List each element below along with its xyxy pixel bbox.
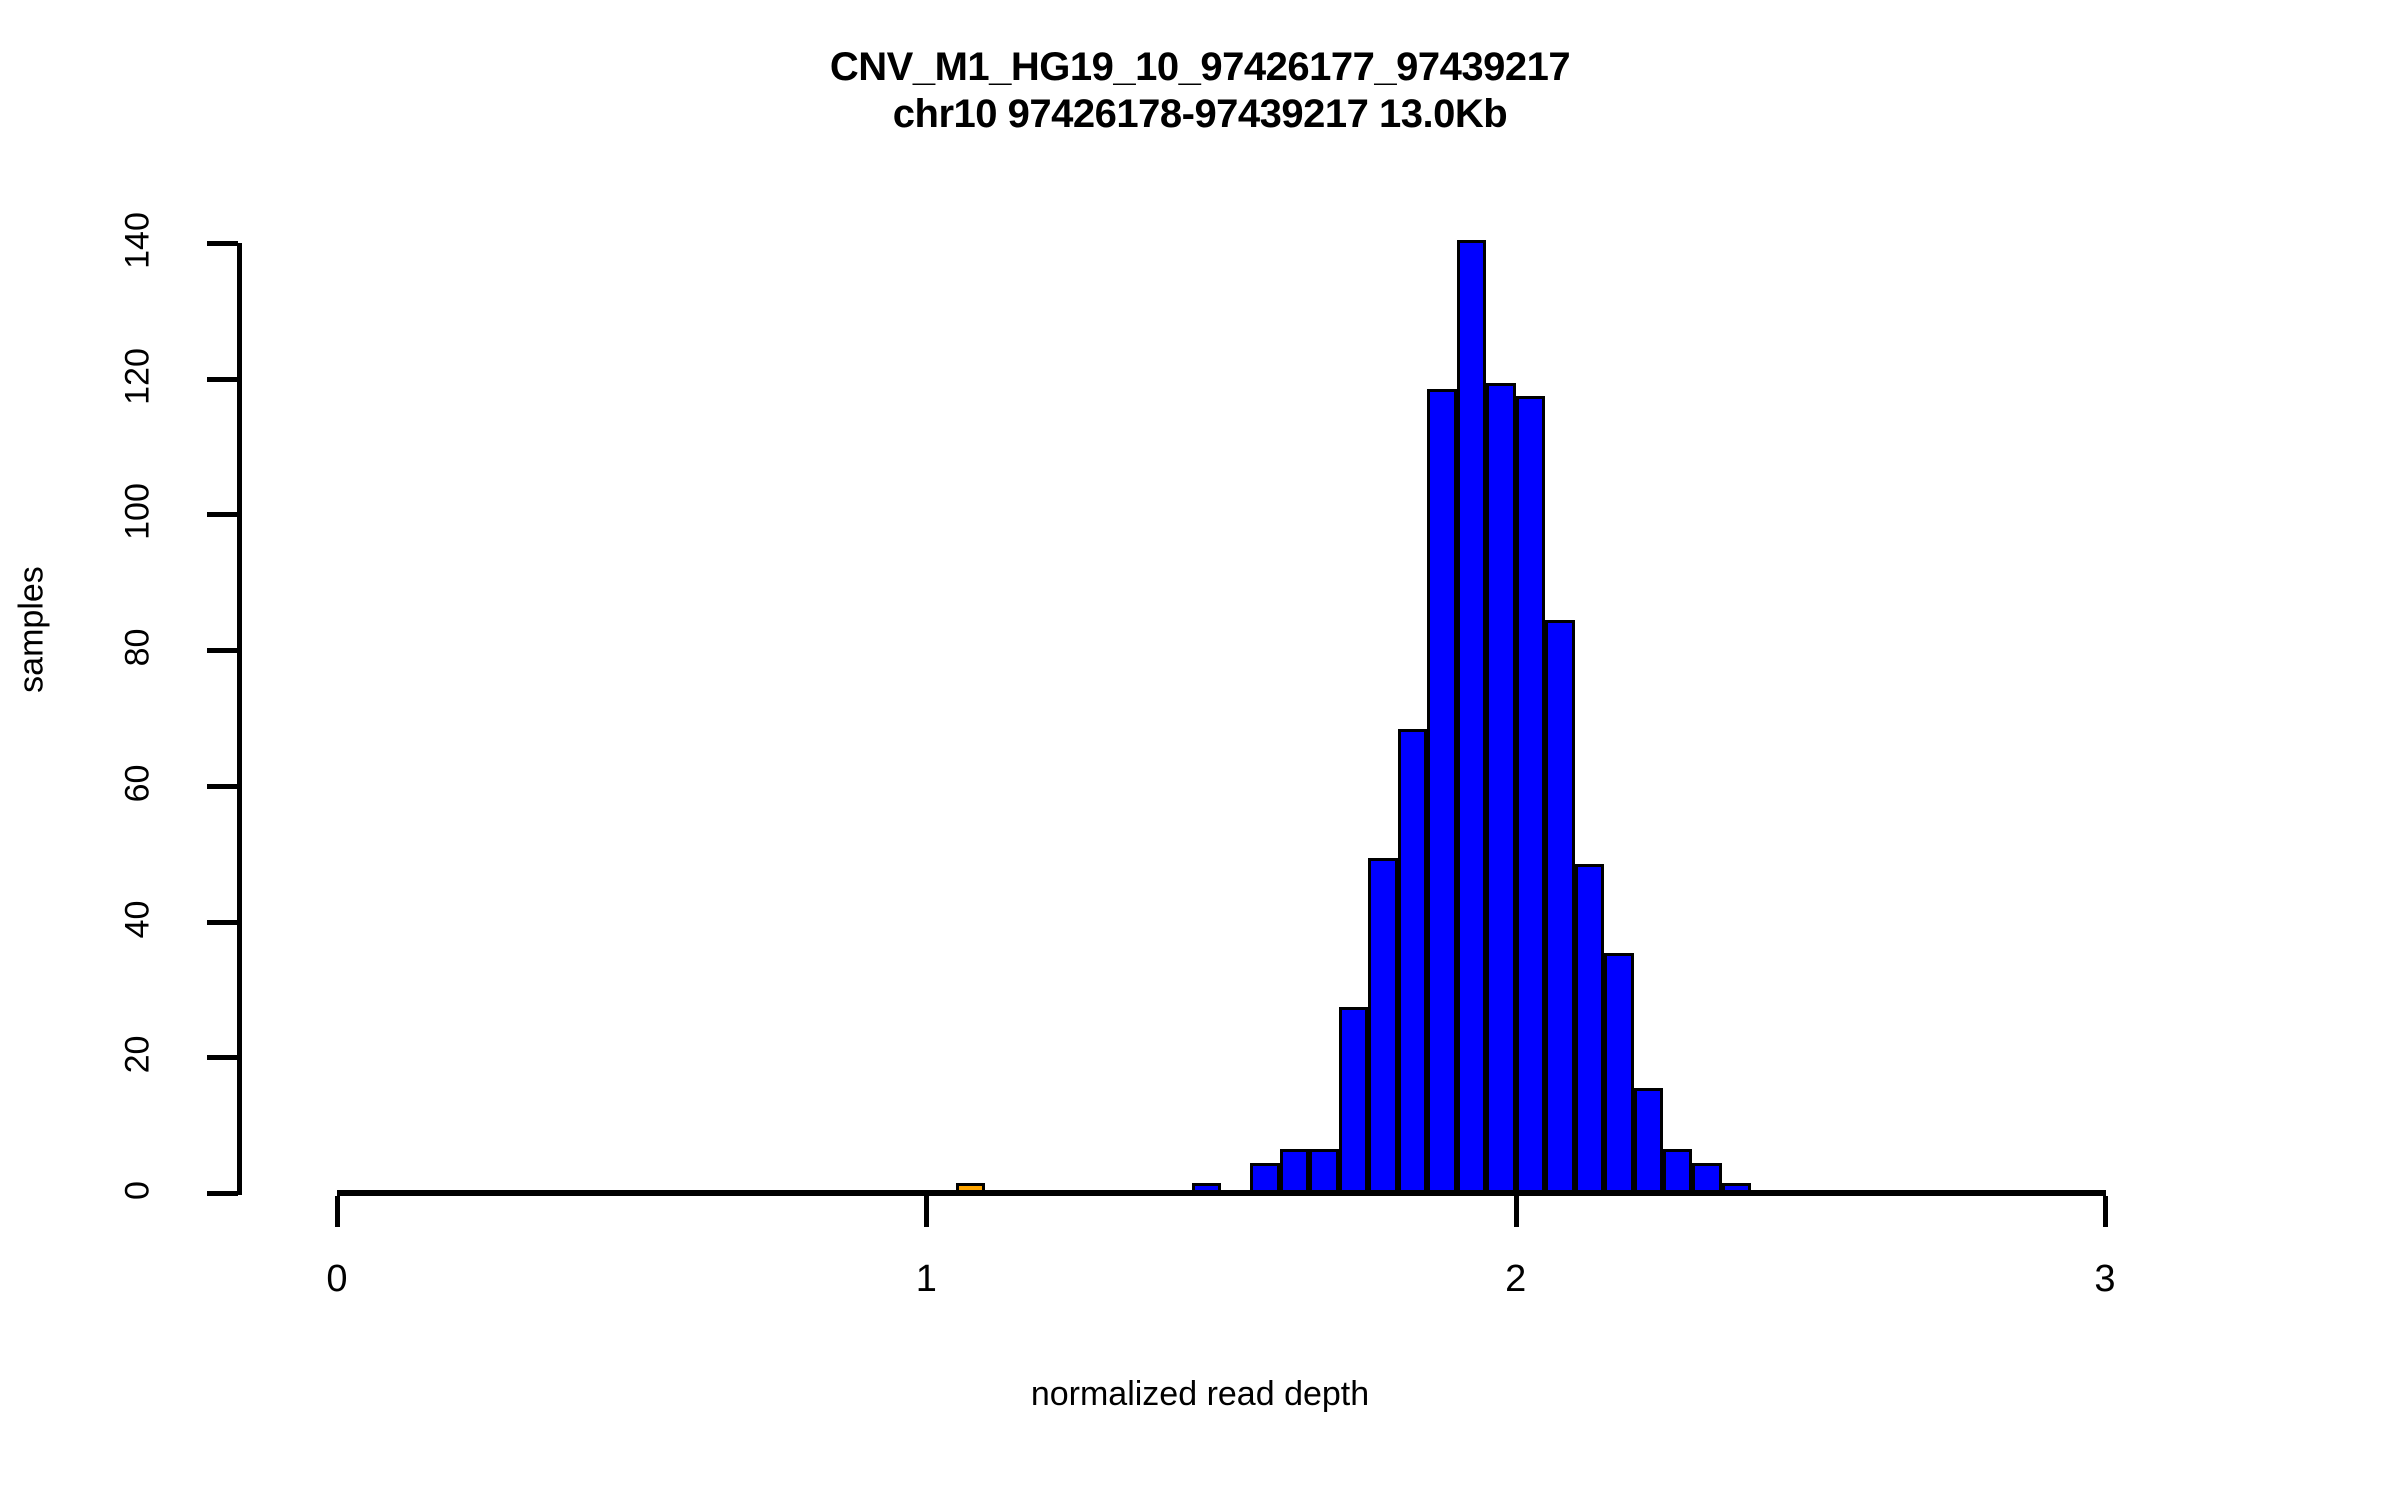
y-tick-40 xyxy=(207,919,238,925)
y-tick-20 xyxy=(207,1055,238,1061)
title-line-1: CNV_M1_HG19_10_97426177_97439217 xyxy=(829,45,1571,89)
histogram-bar xyxy=(1191,1183,1221,1194)
y-tick-label-60: 60 xyxy=(118,764,157,803)
y-tick-0 xyxy=(207,1191,238,1196)
x-tick-label-0: 0 xyxy=(326,1258,348,1300)
y-tick-label-100: 100 xyxy=(118,483,157,541)
histogram-bar xyxy=(1692,1162,1722,1193)
x-tick-2 xyxy=(1513,1196,1519,1227)
title-line-2: chr10 97426178-97439217 13.0Kb xyxy=(892,92,1508,137)
histogram-bar xyxy=(1250,1162,1280,1193)
y-tick-label-80: 80 xyxy=(118,628,157,667)
y-tick-60 xyxy=(207,783,238,789)
y-tick-label-140: 140 xyxy=(118,212,157,269)
y-tick-label-0: 0 xyxy=(118,1181,157,1200)
y-tick-120 xyxy=(207,376,238,382)
x-tick-0 xyxy=(335,1196,340,1227)
y-tick-label-40: 40 xyxy=(118,900,157,938)
x-tick-label-2: 2 xyxy=(1505,1258,1527,1300)
x-tick-3 xyxy=(2103,1196,2108,1227)
histogram-bar xyxy=(1721,1183,1752,1194)
histogram-bar xyxy=(1515,396,1546,1193)
histogram-bar xyxy=(1338,1006,1369,1193)
histogram-bar xyxy=(1604,952,1634,1193)
y-tick-label-120: 120 xyxy=(118,347,157,405)
y-axis-line xyxy=(237,243,242,1195)
histogram-bar xyxy=(1574,864,1605,1193)
x-tick-label-3: 3 xyxy=(2094,1258,2116,1300)
y-tick-80 xyxy=(207,648,238,654)
y-tick-140 xyxy=(207,241,238,246)
chart-title: CNV_M1_HG19_10_97426177_97439217 chr10 9… xyxy=(0,44,2400,138)
histogram-bar xyxy=(1397,728,1428,1193)
histogram-bar xyxy=(1663,1149,1693,1193)
y-tick-100 xyxy=(207,512,238,518)
x-tick-label-1: 1 xyxy=(915,1258,937,1300)
histogram-bar xyxy=(955,1183,986,1194)
histogram-bar xyxy=(1456,240,1487,1193)
histogram-bar xyxy=(1633,1088,1663,1193)
y-tick-label-20: 20 xyxy=(118,1035,157,1074)
histogram-bar xyxy=(1279,1149,1310,1193)
histogram-bar xyxy=(1486,382,1516,1193)
histogram-bar xyxy=(1368,857,1398,1193)
x-axis-line xyxy=(337,1190,2106,1196)
histogram-bar xyxy=(1545,620,1575,1193)
histogram-bar xyxy=(1309,1149,1339,1193)
x-tick-1 xyxy=(924,1196,930,1227)
histogram-bar xyxy=(1427,389,1457,1193)
x-axis-title: normalized read depth xyxy=(1030,1375,1370,1413)
